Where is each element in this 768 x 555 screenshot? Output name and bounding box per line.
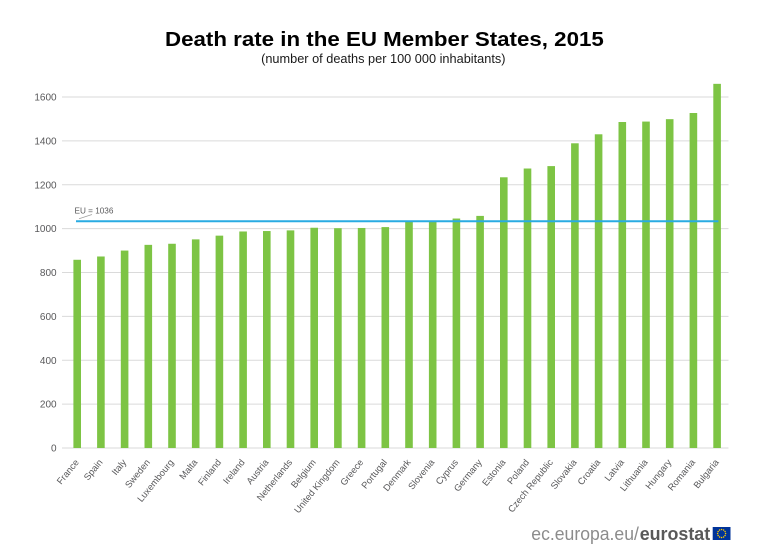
svg-text:600: 600	[40, 312, 57, 323]
svg-text:Death rate in the EU Member St: Death rate in the EU Member States, 2015	[165, 29, 604, 51]
svg-text:400: 400	[40, 356, 57, 367]
svg-text:1000: 1000	[34, 224, 57, 235]
svg-text:1200: 1200	[34, 180, 57, 191]
svg-text:0: 0	[51, 444, 57, 455]
svg-text:(number of deaths per 100 000: (number of deaths per 100 000 inhabitant…	[261, 51, 505, 66]
svg-text:800: 800	[40, 268, 57, 279]
svg-text:1600: 1600	[34, 93, 57, 104]
svg-text:eurostat: eurostat	[640, 523, 711, 544]
svg-text:ec.europa.eu/: ec.europa.eu/	[531, 523, 639, 544]
svg-text:1400: 1400	[34, 136, 57, 147]
svg-text:200: 200	[40, 400, 57, 411]
svg-text:EU = 1036: EU = 1036	[75, 207, 114, 216]
